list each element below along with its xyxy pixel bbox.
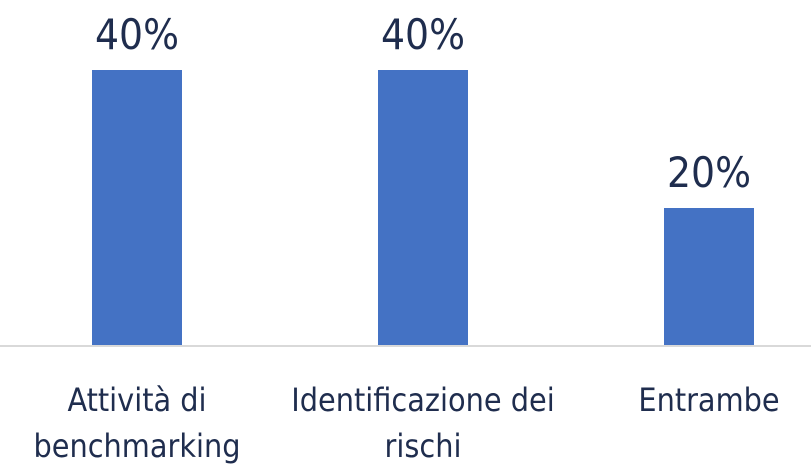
- bar: [664, 207, 754, 345]
- x-tick-label: Attività di benchmarking: [33, 381, 241, 465]
- baseline: [0, 345, 811, 347]
- x-tick-label: Identificazione dei rischi: [291, 381, 555, 465]
- bar: [378, 70, 468, 345]
- value-label: 40%: [381, 10, 465, 59]
- value-label: 40%: [95, 10, 179, 59]
- x-tick-label: Entrambe: [638, 381, 780, 419]
- value-label: 20%: [667, 147, 751, 197]
- bar: [92, 70, 182, 345]
